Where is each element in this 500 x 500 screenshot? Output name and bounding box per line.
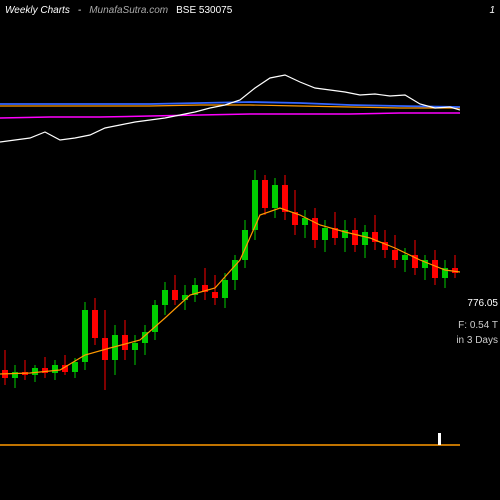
symbol-label: BSE 530075	[176, 5, 232, 16]
indicator-chart	[0, 70, 460, 150]
chart-header: Weekly Charts - MunafaSutra.com BSE 5300…	[0, 0, 500, 20]
top-right-marker: 1	[489, 5, 495, 16]
candlestick-chart	[0, 160, 460, 420]
header-left: Weekly Charts - MunafaSutra.com BSE 5300…	[5, 5, 232, 16]
site-name: MunafaSutra.com	[89, 5, 168, 16]
price-label: 776.05	[467, 298, 498, 309]
header-right: 1	[489, 5, 495, 16]
chart-title: Weekly Charts	[5, 5, 70, 16]
candlestick-panel	[0, 160, 460, 420]
info-label-2: in 3 Days	[456, 335, 498, 346]
separator: -	[78, 5, 81, 16]
indicator-panel	[0, 70, 460, 150]
volume-panel	[0, 430, 460, 470]
volume-chart	[0, 430, 460, 470]
info-label-1: F: 0.54 T	[458, 320, 498, 331]
